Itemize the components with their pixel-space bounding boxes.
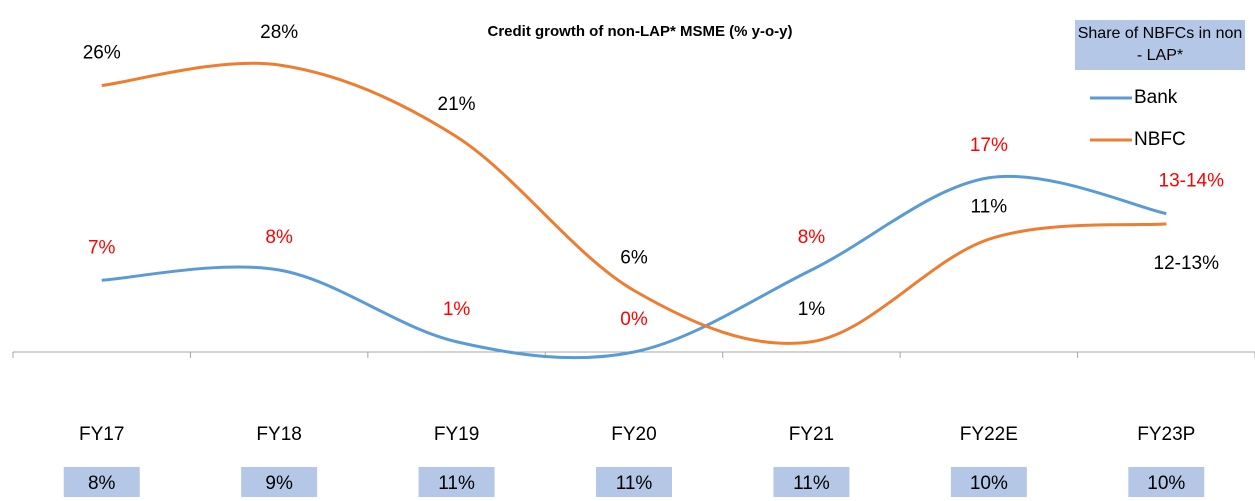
x-tick-label: FY21 (789, 424, 834, 445)
x-tick-label: FY17 (79, 424, 124, 445)
share-box (418, 467, 495, 497)
data-label: 11% (971, 196, 1008, 217)
share-box (241, 467, 318, 497)
share-box (773, 467, 850, 497)
x-tick-label: FY19 (434, 424, 479, 445)
legend-label: NBFC (1134, 129, 1186, 150)
legend-label: Bank (1134, 87, 1178, 108)
share-box (596, 467, 672, 497)
x-tick-label: FY23P (1137, 424, 1195, 445)
share-label: 8% (88, 473, 116, 494)
data-label: 12-13% (1154, 253, 1220, 274)
data-label: 26% (83, 43, 121, 64)
share-box (63, 467, 140, 497)
chart-title: Credit growth of non-LAP* MSME (% y-o-y) (488, 23, 793, 40)
share-box (950, 467, 1027, 497)
share-label: 11% (438, 473, 475, 494)
x-tick-label: FY18 (256, 424, 301, 445)
share-label: 11% (793, 473, 830, 494)
share-label: 9% (265, 473, 293, 494)
data-label: 21% (438, 94, 476, 115)
share-label: 10% (1147, 473, 1185, 494)
data-label: 1% (798, 299, 826, 320)
series-line (101, 61, 1167, 345)
x-tick-label: FY22E (960, 424, 1018, 445)
data-label: 0% (620, 309, 648, 330)
data-label: 13-14% (1159, 171, 1225, 192)
data-label: 8% (798, 227, 826, 248)
share-box (1128, 467, 1205, 497)
share-title: Share of NBFCs in non - LAP* (1075, 20, 1245, 70)
data-label: 17% (970, 135, 1008, 156)
share-label: 11% (616, 473, 653, 494)
data-label: 1% (443, 299, 471, 320)
data-label: 8% (265, 227, 293, 248)
data-label: 28% (260, 22, 298, 43)
data-label: 7% (88, 237, 116, 258)
series-line (101, 174, 1167, 360)
data-label: 6% (620, 248, 648, 269)
share-label: 10% (970, 473, 1008, 494)
x-tick-label: FY20 (611, 424, 656, 445)
